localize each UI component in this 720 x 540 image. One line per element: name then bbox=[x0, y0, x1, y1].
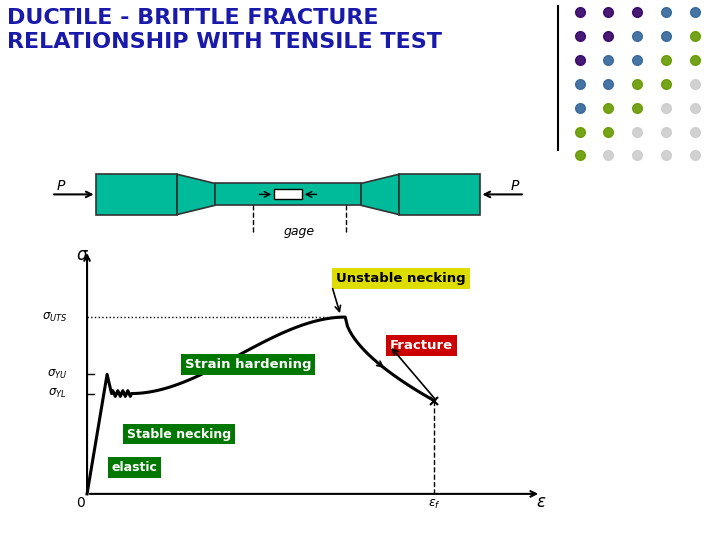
Polygon shape bbox=[361, 174, 399, 214]
Bar bbox=[215, 184, 361, 205]
Text: $\varepsilon_f$: $\varepsilon_f$ bbox=[428, 498, 441, 511]
Bar bbox=[96, 174, 177, 214]
Bar bbox=[399, 174, 480, 214]
Text: 0: 0 bbox=[76, 496, 85, 510]
Text: Strain hardening: Strain hardening bbox=[185, 359, 312, 372]
Text: $\sigma$: $\sigma$ bbox=[76, 246, 89, 264]
Text: $\sigma_{UTS}$: $\sigma_{UTS}$ bbox=[42, 310, 67, 323]
Text: Fracture: Fracture bbox=[390, 339, 453, 352]
Text: Stable necking: Stable necking bbox=[127, 428, 231, 441]
Text: elastic: elastic bbox=[112, 461, 158, 474]
Text: P: P bbox=[510, 179, 519, 193]
Text: $\sigma_{YU}$: $\sigma_{YU}$ bbox=[47, 368, 67, 381]
Text: gage: gage bbox=[284, 225, 315, 238]
Text: $\varepsilon$: $\varepsilon$ bbox=[536, 493, 546, 511]
Polygon shape bbox=[177, 174, 215, 214]
Bar bbox=[274, 190, 302, 199]
Text: DUCTILE - BRITTLE FRACTURE
RELATIONSHIP WITH TENSILE TEST: DUCTILE - BRITTLE FRACTURE RELATIONSHIP … bbox=[7, 8, 442, 52]
Text: $\sigma_{YL}$: $\sigma_{YL}$ bbox=[48, 387, 67, 400]
Text: P: P bbox=[57, 179, 66, 193]
Text: Unstable necking: Unstable necking bbox=[336, 272, 466, 285]
